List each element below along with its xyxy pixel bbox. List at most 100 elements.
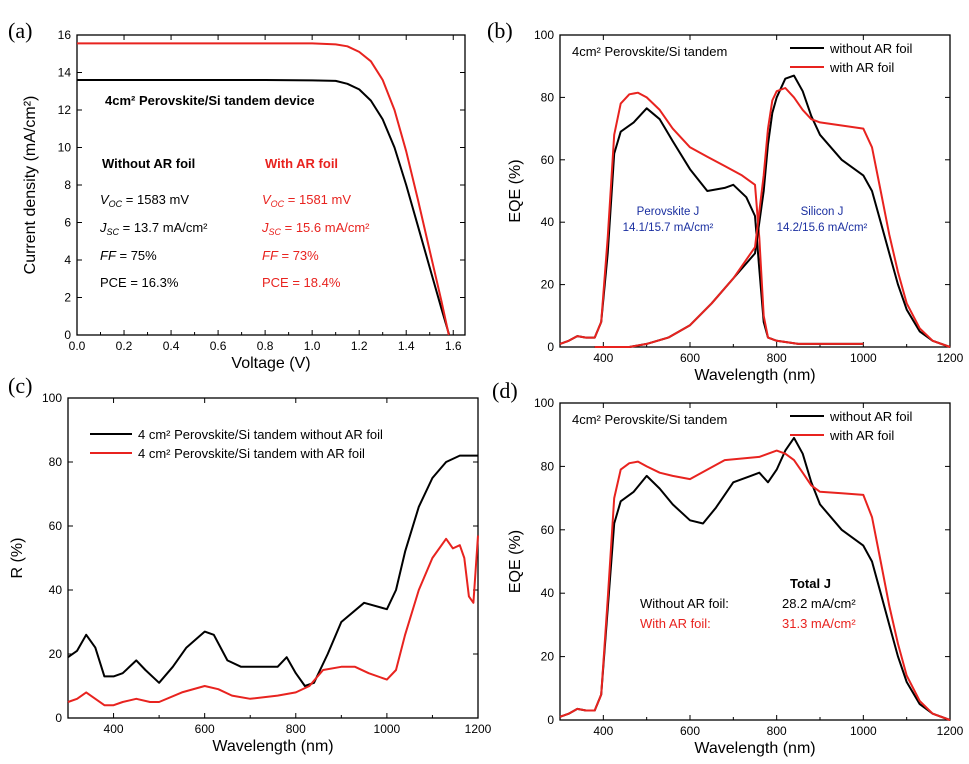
chart-panel-4: 400 600 800 1000 1200 0 20 40 60 80 100 Wavelength … <box>492 378 964 757</box>
panel-letter: (d) <box>492 378 518 403</box>
panel-d-with-value: 31.3 mA/cm² <box>782 616 856 631</box>
y-tick-label: 60 <box>541 153 555 167</box>
x-tick-label: 400 <box>593 724 613 738</box>
y-tick-label: 6 <box>64 216 71 230</box>
y-axis-title: R (%) <box>9 538 26 579</box>
x-tick-label: 600 <box>680 724 700 738</box>
y-tick-label: 80 <box>541 90 555 104</box>
x-tick-label: 1200 <box>937 724 964 738</box>
chart-title: 4cm² Perovskite/Si tandem <box>572 412 727 427</box>
y-tick-label: 16 <box>58 28 72 42</box>
panel-a-with-jsc: JSC = 15.6 mA/cm² <box>261 220 370 237</box>
y-tick-label: 4 <box>64 253 71 267</box>
series-line-without <box>77 79 451 336</box>
x-axis-title: Wavelength (nm) <box>694 367 815 384</box>
legend-label: without AR foil <box>829 41 912 56</box>
chart-panel-1: 0.0 0.2 0.4 0.6 0.8 1.0 1.2 1.4 1.6 0 2 4 6 8 10 12 14 16… <box>8 18 466 372</box>
y-axis-title: EQE (%) <box>507 530 524 593</box>
series-line-with <box>67 535 479 707</box>
x-axis-title: Wavelength (nm) <box>212 738 333 755</box>
panel-a-with-heading: With AR foil <box>265 156 338 171</box>
x-tick-label: 400 <box>104 722 124 736</box>
series-line-with <box>559 449 951 721</box>
x-tick-label: 1000 <box>850 724 877 738</box>
y-tick-label: 0 <box>547 340 554 354</box>
series-line-with <box>594 87 951 348</box>
panel-a-with-pce: PCE = 18.4% <box>262 275 341 290</box>
panel-a-without-jsc: JSC = 13.7 mA/cm² <box>99 220 208 237</box>
panel-letter: (c) <box>8 373 32 398</box>
x-axis-title: Wavelength (nm) <box>694 740 815 757</box>
y-tick-label: 12 <box>58 103 72 117</box>
y-tick-label: 8 <box>64 178 71 192</box>
y-tick-label: 80 <box>49 455 63 469</box>
x-tick-label: 0.0 <box>69 339 86 353</box>
x-tick-label: 1.4 <box>398 339 415 353</box>
y-tick-label: 20 <box>541 278 555 292</box>
chart-panel-3: 400 600 800 1000 1200 0 20 40 60 80 100 Wavelength … <box>8 373 492 755</box>
plot-frame <box>67 397 479 719</box>
y-tick-label: 40 <box>49 583 63 597</box>
panel-letter: (a) <box>8 18 32 43</box>
y-tick-label: 2 <box>64 291 71 305</box>
panel-a-device-label: 4cm² Perovskite/Si tandem device <box>105 93 315 108</box>
x-tick-label: 1000 <box>374 722 401 736</box>
y-tick-label: 60 <box>541 523 555 537</box>
x-tick-label: 0.4 <box>163 339 180 353</box>
panel-a-annotations: 4cm² Perovskite/Si tandem device Without… <box>102 93 338 171</box>
series-line-with <box>77 42 450 336</box>
panel-b-perovskite-label: Perovskite J <box>637 206 700 218</box>
y-tick-label: 10 <box>58 141 72 155</box>
y-tick-label: 0 <box>64 328 71 342</box>
y-tick-label: 100 <box>42 391 62 405</box>
panel-a-without-heading: Without AR foil <box>102 156 195 171</box>
panel-d-without-value: 28.2 mA/cm² <box>782 596 856 611</box>
panel-b-silicon-label: Silicon J <box>801 206 844 218</box>
panel-d-total-label: Total J <box>790 576 831 591</box>
legend-label: with AR foil <box>829 428 894 443</box>
y-axis-title: EQE (%) <box>507 159 524 222</box>
y-tick-label: 100 <box>534 396 554 410</box>
x-tick-label: 600 <box>680 351 700 365</box>
panel-d-without-label: Without AR foil: <box>640 596 729 611</box>
series-line-without <box>67 454 478 687</box>
series-line-with <box>559 91 864 345</box>
plot-frame <box>559 34 951 348</box>
x-tick-label: 1200 <box>937 351 964 365</box>
y-tick-label: 20 <box>49 647 63 661</box>
x-tick-label: 800 <box>286 722 306 736</box>
x-tick-label: 800 <box>767 351 787 365</box>
y-tick-label: 14 <box>58 66 72 80</box>
panel-b-silicon-value: 14.2/15.6 mA/cm² <box>777 222 868 234</box>
x-tick-label: 1000 <box>850 351 877 365</box>
legend-label: 4 cm² Perovskite/Si tandem with AR foil <box>138 446 365 461</box>
y-tick-label: 40 <box>541 586 555 600</box>
y-tick-label: 20 <box>541 650 555 664</box>
y-tick-label: 80 <box>541 459 555 473</box>
panel-b-perovskite-value: 14.1/15.7 mA/cm² <box>623 222 714 234</box>
plot-frame <box>559 402 951 721</box>
legend-label: with AR foil <box>829 60 894 75</box>
panel-a-without-pce: PCE = 16.3% <box>100 275 179 290</box>
y-tick-label: 40 <box>541 215 555 229</box>
x-tick-label: 1.0 <box>304 339 321 353</box>
panel-a-with-voc: VOC = 1581 mV <box>262 192 351 209</box>
y-tick-label: 0 <box>547 713 554 727</box>
y-axis-title: Current density (mA/cm²) <box>22 96 39 275</box>
x-tick-label: 1200 <box>465 722 492 736</box>
chart-panel-2: 400 600 800 1000 1200 0 20 40 60 80 100 Wavelength … <box>487 18 964 384</box>
x-tick-label: 1.6 <box>445 339 462 353</box>
y-tick-label: 100 <box>534 28 554 42</box>
x-tick-label: 600 <box>195 722 215 736</box>
y-tick-label: 0 <box>55 711 62 725</box>
legend-label: without AR foil <box>829 409 912 424</box>
panel-a-with-ff: FF = 73% <box>262 248 319 263</box>
x-tick-label: 1.2 <box>351 339 368 353</box>
x-tick-label: 400 <box>593 351 613 365</box>
y-tick-label: 60 <box>49 519 63 533</box>
panel-letter: (b) <box>487 18 513 43</box>
chart-title: 4cm² Perovskite/Si tandem <box>572 44 727 59</box>
panel-a-without-ff: FF = 75% <box>100 248 157 263</box>
legend-label: 4 cm² Perovskite/Si tandem without AR fo… <box>138 427 383 442</box>
